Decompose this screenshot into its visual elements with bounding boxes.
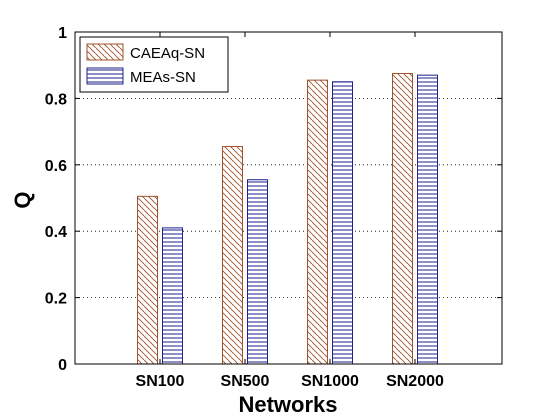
bar-caeaq-sn-sn2000 — [392, 73, 413, 365]
y-tick-label: 0 — [58, 357, 67, 374]
y-axis-title: Q — [10, 191, 35, 208]
bar-meas-sn-sn1000 — [332, 81, 353, 365]
x-tick-label-sn500: SN500 — [221, 373, 270, 390]
legend-swatch-meas-sn — [86, 67, 124, 85]
y-tick-label: 0.4 — [45, 224, 67, 241]
y-tick-label: 0.8 — [45, 91, 67, 108]
x-axis-title: Networks — [238, 392, 337, 417]
bar-meas-sn-sn100 — [162, 227, 183, 365]
plot-frame — [74, 31, 503, 365]
x-axis-ticks: SN100 SN500 SN1000 SN2000 — [136, 32, 444, 390]
x-tick-label-sn1000: SN1000 — [301, 373, 359, 390]
bar-meas-sn-sn500 — [247, 179, 268, 365]
bar-caeaq-sn-sn500 — [222, 146, 243, 365]
x-tick-label-sn100: SN100 — [136, 373, 185, 390]
y-axis-ticks: 0 0.2 0.4 0.6 0.8 1 — [45, 25, 502, 374]
bar-caeaq-sn-sn100 — [137, 195, 158, 365]
legend-swatch-caeaq-sn — [86, 43, 124, 61]
y-tick-label: 0.6 — [45, 158, 67, 175]
bars — [137, 73, 438, 365]
bar-meas-sn-sn2000 — [417, 74, 438, 365]
legend-label-meas-sn: MEAs-SN — [130, 69, 196, 86]
bar-caeaq-sn-sn1000 — [307, 79, 328, 365]
legend-label-caeaq-sn: CAEAq-SN — [130, 45, 205, 62]
legend: CAEAq-SN MEAs-SN — [79, 36, 229, 93]
y-tick-label: 1 — [58, 25, 67, 42]
x-tick-label-sn2000: SN2000 — [386, 373, 444, 390]
y-tick-label: 0.2 — [45, 291, 67, 308]
